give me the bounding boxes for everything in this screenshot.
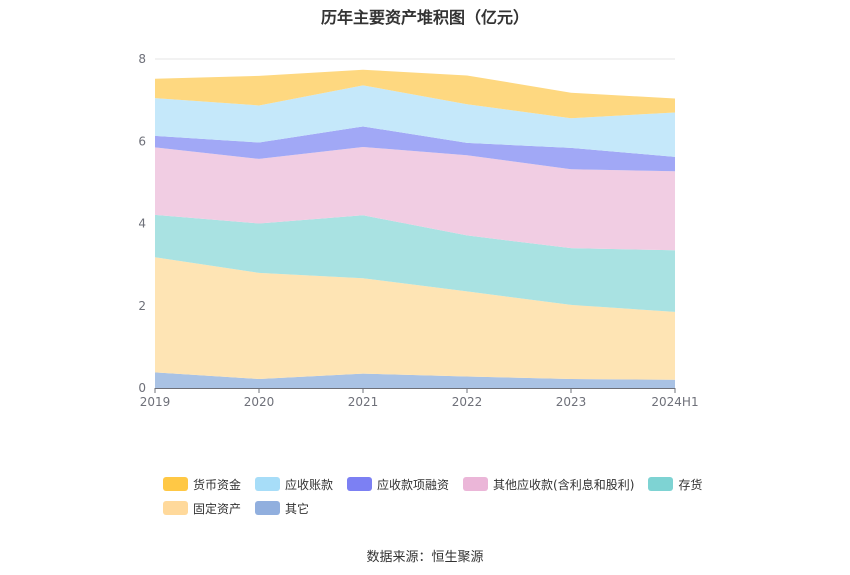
x-tick-label: 2022 bbox=[452, 395, 483, 409]
legend-item-inventory[interactable]: 存货 bbox=[648, 476, 702, 493]
legend-label: 货币资金 bbox=[193, 477, 242, 492]
area-series-5 bbox=[155, 85, 675, 157]
legend-row-1: 货币资金 应收账款 应收款项融资 其他应收款(含利息和股利) 存货 bbox=[163, 472, 763, 496]
area-series-6 bbox=[155, 69, 675, 119]
area-series-0 bbox=[155, 372, 675, 388]
legend-item-cash[interactable]: 货币资金 bbox=[163, 476, 241, 493]
chart-title: 历年主要资产堆积图（亿元） bbox=[320, 8, 529, 27]
y-tick-label: 6 bbox=[138, 134, 146, 148]
legend-row-2: 固定资产 其它 bbox=[163, 496, 763, 520]
legend-label: 其它 bbox=[285, 501, 310, 516]
area-series-4 bbox=[155, 126, 675, 172]
legend-swatch-other bbox=[255, 501, 281, 515]
legend-label: 存货 bbox=[678, 477, 703, 492]
legend-swatch-receivables-financing bbox=[347, 477, 373, 491]
area-series-2 bbox=[155, 214, 675, 312]
legend-label: 其他应收款(含利息和股利) bbox=[493, 477, 635, 492]
area-series-3 bbox=[155, 147, 675, 251]
legend-swatch-inventory bbox=[648, 477, 674, 491]
y-tick-label: 2 bbox=[138, 299, 146, 313]
legend-swatch-fixed-assets bbox=[163, 501, 188, 515]
legend-swatch-other-receivables bbox=[463, 477, 489, 491]
legend-swatch-cash bbox=[163, 477, 188, 491]
legend-item-receivables-financing[interactable]: 应收款项融资 bbox=[347, 476, 449, 493]
legend-label: 应收款项融资 bbox=[377, 477, 450, 492]
legend-label: 应收账款 bbox=[285, 477, 334, 492]
legend-item-other-receivables[interactable]: 其他应收款(含利息和股利) bbox=[463, 476, 634, 493]
stacked-area-chart: 2019 2020 2021 2022 2023 2024H1 0 2 4 6 8 bbox=[138, 52, 698, 409]
legend-item-fixed-assets[interactable]: 固定资产 bbox=[163, 500, 241, 517]
data-source: 数据来源：恒生聚源 bbox=[366, 550, 484, 565]
y-tick-label: 8 bbox=[138, 52, 146, 66]
legend: 货币资金 应收账款 应收款项融资 其他应收款(含利息和股利) 存货 固定资产 其… bbox=[163, 472, 763, 520]
y-tick-label: 0 bbox=[138, 381, 146, 395]
x-tick-label: 2020 bbox=[244, 395, 275, 409]
x-tick-label: 2024H1 bbox=[651, 395, 698, 409]
legend-item-accounts-receivable[interactable]: 应收账款 bbox=[255, 476, 333, 493]
y-tick-label: 4 bbox=[138, 217, 146, 231]
legend-label: 固定资产 bbox=[193, 501, 242, 516]
legend-item-other[interactable]: 其它 bbox=[255, 500, 309, 517]
area-series-1 bbox=[155, 257, 675, 380]
x-tick-label: 2023 bbox=[556, 395, 587, 409]
x-tick-label: 2021 bbox=[348, 395, 379, 409]
legend-swatch-accounts-receivable bbox=[255, 477, 281, 491]
x-tick-label: 2019 bbox=[140, 395, 171, 409]
